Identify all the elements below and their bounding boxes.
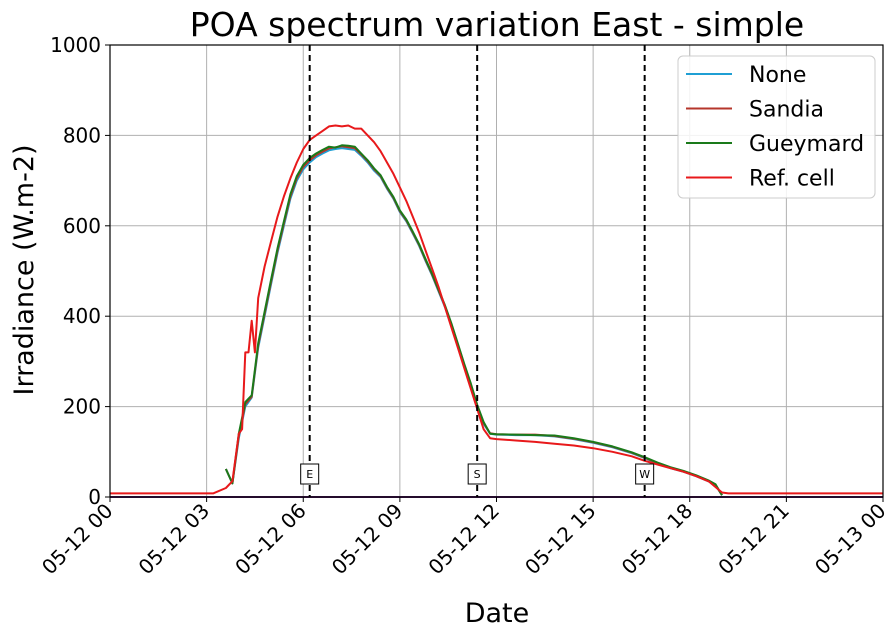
series-layer [110, 124, 883, 496]
y-tick-label: 400 [63, 304, 101, 328]
y-tick-label: 200 [63, 395, 101, 419]
y-tick-label: 800 [63, 123, 101, 147]
marker-box [467, 463, 487, 485]
y-tick-label: 0 [88, 485, 101, 509]
chart-title: POA spectrum variation East - simple [190, 5, 804, 44]
x-axis-title: Date [465, 598, 530, 629]
series-line-gueymard [224, 144, 723, 496]
y-tick-label: 1000 [50, 33, 101, 57]
marker-box [635, 463, 655, 485]
legend-label: Gueymard [749, 132, 864, 157]
series-line-ref-cell [110, 124, 883, 495]
marker-label: W [639, 468, 650, 481]
y-tick-label: 600 [63, 214, 101, 238]
legend-label: None [749, 63, 806, 88]
legend-label: Ref. cell [749, 167, 835, 192]
marker-label: E [306, 468, 313, 481]
y-axis-ticks: 0 200 400 600 800 1000 [50, 33, 110, 509]
legend-label: Sandia [749, 98, 824, 123]
legend: None Sandia Gueymard Ref. cell [677, 55, 876, 199]
legend-box [677, 55, 876, 199]
marker-label: S [474, 468, 481, 481]
y-axis-title: Irradiance (W.m-2) [9, 144, 40, 395]
marker-box [300, 463, 320, 485]
